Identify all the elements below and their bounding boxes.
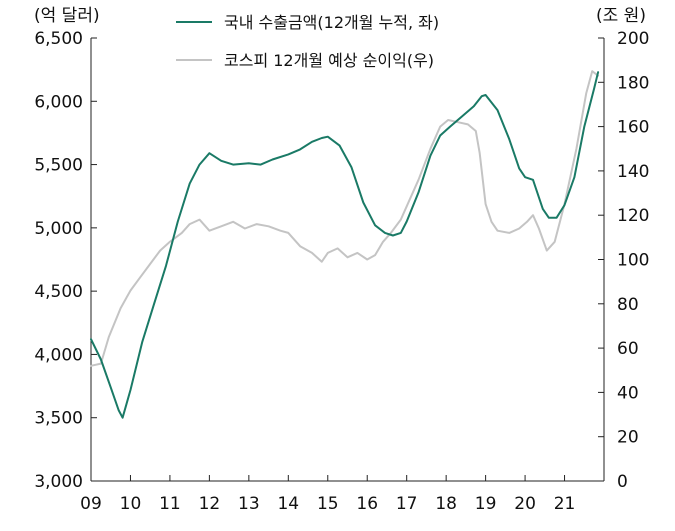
axes: 3,000 3,500 4,000 4,500 5,000 5,500 6,000 6,500… <box>34 29 649 514</box>
x-tick-label: 09 <box>80 494 102 514</box>
x-tick-label: 12 <box>199 494 221 514</box>
left-tick-label: 3,000 <box>34 472 83 492</box>
right-tick-label: 40 <box>617 383 639 403</box>
right-tick-label: 80 <box>617 295 639 315</box>
x-tick-label: 18 <box>435 494 457 514</box>
x-tick-label: 15 <box>317 494 339 514</box>
legend-label-exports: 국내 수출금액(12개월 누적, 좌) <box>224 13 439 32</box>
left-tick-label: 4,500 <box>34 282 83 302</box>
series-line-exports <box>90 71 600 419</box>
left-tick-label: 5,000 <box>34 219 83 239</box>
x-tick-label: 17 <box>396 494 418 514</box>
left-tick-label: 3,500 <box>34 409 83 429</box>
left-tick-label: 5,500 <box>34 156 83 176</box>
right-tick-label: 140 <box>617 162 649 182</box>
x-tick-label: 19 <box>475 494 497 514</box>
left-tick-label: 6,500 <box>34 29 83 49</box>
x-tick-label: 21 <box>554 494 576 514</box>
x-tick-label: 14 <box>277 494 299 514</box>
right-axis-unit: (조 원) <box>596 6 646 26</box>
right-tick-label: 200 <box>617 29 649 49</box>
x-tick-label: 10 <box>120 494 142 514</box>
x-tick-label: 16 <box>356 494 378 514</box>
right-tick-label: 160 <box>617 118 649 138</box>
x-tick-label: 11 <box>159 494 181 514</box>
left-tick-label: 4,000 <box>34 345 83 365</box>
left-axis-unit: (억 달러) <box>34 6 100 26</box>
legend-label-kospi: 코스피 12개월 예상 순이익(우) <box>224 51 434 70</box>
series-line-kospi-earnings <box>90 70 600 367</box>
right-tick-label: 20 <box>617 428 639 448</box>
x-tick-label: 13 <box>238 494 260 514</box>
left-tick-label: 6,000 <box>34 92 83 112</box>
right-tick-label: 180 <box>617 73 649 93</box>
right-tick-label: 0 <box>617 472 628 492</box>
right-tick-label: 100 <box>617 251 649 271</box>
x-tick-label: 20 <box>514 494 536 514</box>
series-layer <box>90 70 600 419</box>
right-tick-label: 60 <box>617 339 639 359</box>
right-tick-label: 120 <box>617 206 649 226</box>
